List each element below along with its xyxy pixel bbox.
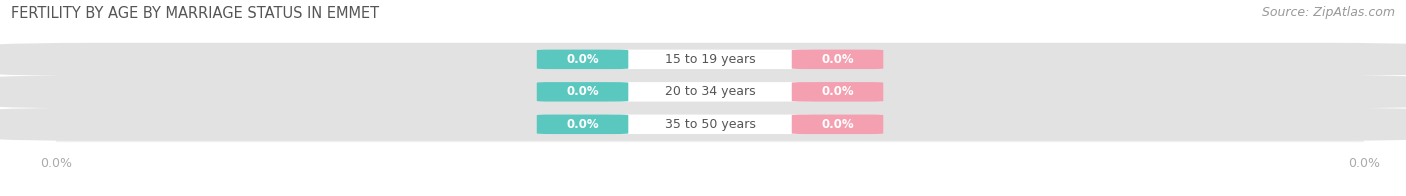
- Text: FERTILITY BY AGE BY MARRIAGE STATUS IN EMMET: FERTILITY BY AGE BY MARRIAGE STATUS IN E…: [11, 6, 380, 21]
- FancyBboxPatch shape: [792, 50, 883, 69]
- FancyBboxPatch shape: [537, 50, 628, 69]
- FancyBboxPatch shape: [606, 82, 814, 102]
- Bar: [56, 108, 1364, 141]
- FancyBboxPatch shape: [537, 82, 628, 102]
- Text: 0.0%: 0.0%: [567, 53, 599, 66]
- Text: 0.0%: 0.0%: [567, 85, 599, 98]
- FancyBboxPatch shape: [0, 43, 1406, 76]
- Text: 20 to 34 years: 20 to 34 years: [665, 85, 755, 98]
- FancyBboxPatch shape: [537, 114, 628, 134]
- Bar: [56, 76, 1364, 108]
- Text: 0.0%: 0.0%: [821, 85, 853, 98]
- FancyBboxPatch shape: [0, 108, 1406, 141]
- FancyBboxPatch shape: [792, 114, 883, 134]
- Text: 15 to 19 years: 15 to 19 years: [665, 53, 755, 66]
- FancyBboxPatch shape: [606, 114, 814, 134]
- FancyBboxPatch shape: [0, 75, 1406, 108]
- FancyBboxPatch shape: [792, 82, 883, 102]
- Text: 0.0%: 0.0%: [821, 118, 853, 131]
- Text: 35 to 50 years: 35 to 50 years: [665, 118, 755, 131]
- Text: Source: ZipAtlas.com: Source: ZipAtlas.com: [1261, 6, 1395, 19]
- Bar: [56, 43, 1364, 76]
- FancyBboxPatch shape: [606, 50, 814, 69]
- Text: 0.0%: 0.0%: [821, 53, 853, 66]
- Text: 0.0%: 0.0%: [567, 118, 599, 131]
